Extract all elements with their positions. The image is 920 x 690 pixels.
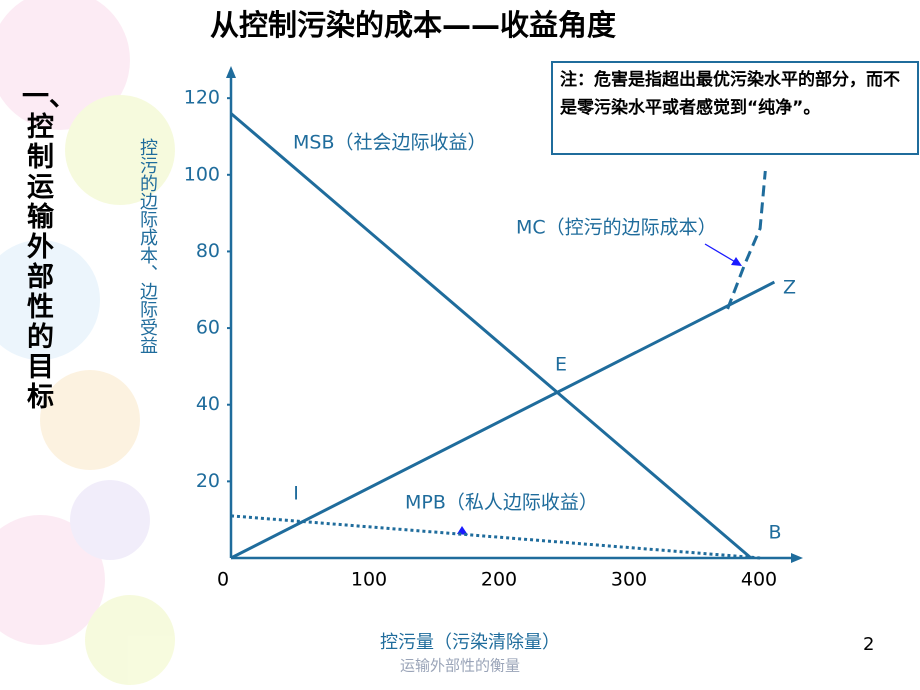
x-tick-label: 300 — [611, 569, 647, 591]
background-decoration — [0, 0, 175, 685]
note: 注：危害是指超出最优污染水平的部分，而不是零污染水平或者感觉到“纯净”。 — [560, 70, 900, 118]
x-tick-label: 100 — [351, 569, 387, 591]
series-line — [230, 280, 776, 560]
pointer-arrowhead — [731, 257, 742, 266]
point-label: E — [555, 354, 567, 376]
side-title: 控制运输外部性的目标 — [22, 112, 53, 412]
x-axis-label: 控污量（污染清除量） — [380, 632, 560, 653]
point-label: B — [768, 522, 781, 544]
series-label: MC（控污的边际成本） — [516, 217, 717, 239]
side-prefix: 一、 — [22, 82, 76, 113]
series-label: Z — [783, 277, 796, 299]
y-tick-label: 100 — [184, 163, 220, 185]
y-tick-label: 20 — [196, 470, 220, 492]
pointer-arrow — [704, 243, 738, 264]
note-box — [551, 61, 919, 155]
x-tick-label: 200 — [481, 569, 517, 591]
y-tick-label: 80 — [196, 240, 220, 262]
series-line — [230, 514, 761, 560]
y-tick-label: 40 — [196, 393, 220, 415]
y-axis-arrow — [226, 66, 236, 78]
y-tick-label: 60 — [196, 317, 220, 339]
series-label: MPB（私人边际收益） — [405, 492, 598, 514]
slide-title: 从控制污染的成本——收益角度 — [210, 8, 616, 42]
y-axis-label: 控污的边际成本、边际受益 — [137, 138, 158, 354]
series-line — [230, 112, 752, 560]
footer: 运输外部性的衡量 — [400, 657, 520, 675]
page-number: 2 — [863, 634, 874, 655]
series-label: MSB（社会边际收益） — [293, 132, 487, 154]
x-tick-label: 400 — [741, 569, 777, 591]
point-label: I — [293, 483, 299, 505]
x-axis-arrow — [791, 553, 803, 563]
y-tick-label: 120 — [184, 87, 220, 109]
x-tick-label: 0 — [217, 569, 229, 591]
series-line — [726, 170, 767, 310]
